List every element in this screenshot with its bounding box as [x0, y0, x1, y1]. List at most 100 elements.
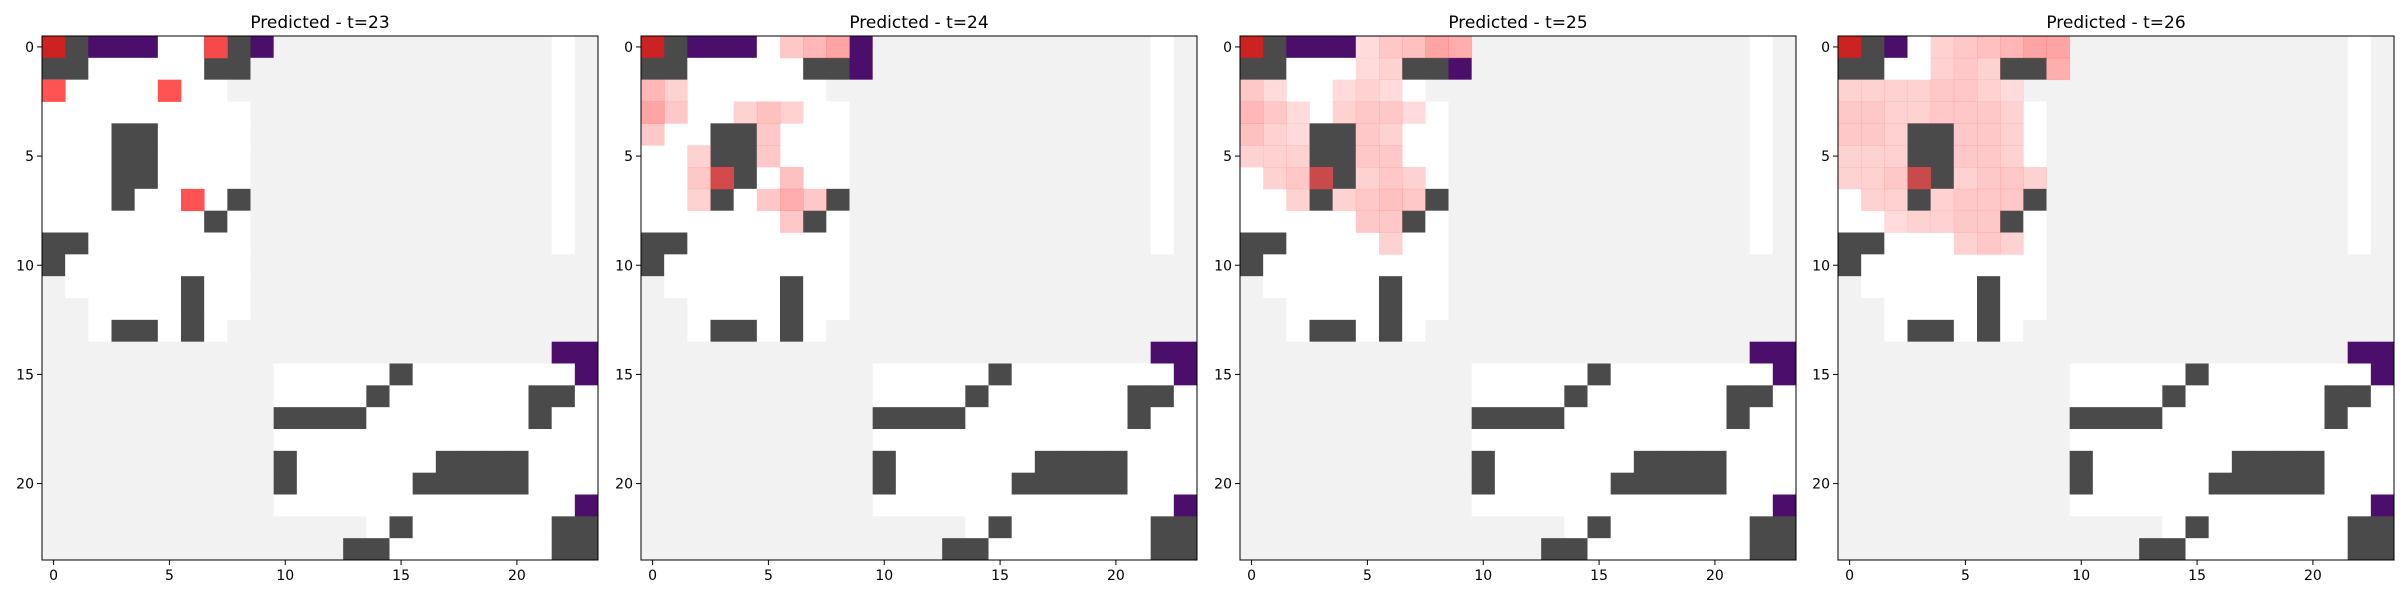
grid-cell	[505, 298, 529, 321]
grid-cell	[204, 472, 228, 495]
grid-cell	[1309, 101, 1334, 124]
grid-cell	[2301, 167, 2325, 190]
grid-cell	[1726, 407, 1751, 430]
x-tick-label: 20	[2304, 568, 2322, 584]
grid-cell	[965, 79, 989, 102]
grid-cell	[2324, 276, 2349, 299]
grid-cell	[1657, 57, 1681, 81]
grid-cell	[664, 363, 688, 386]
grid-cell	[482, 494, 506, 517]
grid-cell	[2185, 145, 2210, 168]
grid-cell	[88, 363, 112, 386]
grid-cell	[2185, 341, 2210, 364]
grid-cell	[1058, 407, 1082, 430]
grid-cell	[2069, 363, 2094, 386]
grid-cell	[1564, 450, 1588, 474]
grid-cell	[1011, 232, 1036, 255]
grid-cell	[1127, 450, 1152, 474]
grid-cell	[227, 363, 251, 386]
grid-cell	[2208, 494, 2233, 517]
grid-cell	[1838, 319, 1862, 343]
grid-cell	[2255, 36, 2279, 59]
grid-cell	[1332, 538, 1357, 561]
grid-cell	[320, 57, 344, 81]
grid-cell	[641, 232, 665, 255]
grid-cell	[2370, 232, 2395, 255]
grid-cell	[227, 232, 251, 255]
grid-cell	[1977, 79, 2001, 102]
grid-cell	[2231, 472, 2256, 495]
grid-cell	[2092, 385, 2117, 408]
grid-cell	[111, 276, 136, 299]
grid-cell	[756, 516, 781, 539]
grid-cell	[1680, 145, 1704, 168]
grid-cell	[2185, 429, 2210, 452]
grid-cell	[1173, 232, 1198, 255]
grid-cell	[412, 429, 437, 452]
grid-cell	[1402, 341, 1426, 364]
grid-cell	[1425, 167, 1449, 190]
grid-cell	[1081, 57, 1105, 81]
grid-cell	[250, 123, 275, 146]
grid-cell	[459, 341, 483, 364]
grid-cell	[1703, 79, 1727, 102]
grid-cell	[505, 167, 529, 190]
grid-cell	[2046, 341, 2071, 364]
grid-cell	[2370, 429, 2395, 452]
grid-cell	[2092, 363, 2117, 386]
grid-cell	[641, 167, 665, 190]
grid-cell	[849, 341, 874, 364]
grid-cell	[2046, 298, 2071, 321]
grid-cell	[710, 276, 735, 299]
grid-cell	[826, 298, 850, 321]
grid-cell	[1332, 276, 1357, 299]
grid-cell	[1286, 167, 1310, 190]
grid-cell	[803, 188, 827, 212]
grid-cell	[1680, 363, 1704, 386]
grid-cell	[2185, 450, 2210, 474]
grid-cell	[1011, 276, 1036, 299]
grid-cell	[574, 145, 599, 168]
grid-cell	[1286, 472, 1310, 495]
grid-cell	[1286, 254, 1310, 277]
grid-cell	[1448, 254, 1473, 277]
grid-cell	[1263, 254, 1287, 277]
grid-cell	[965, 298, 989, 321]
grid-cell	[1379, 538, 1403, 561]
grid-cell	[1425, 341, 1449, 364]
grid-cell	[1977, 450, 2001, 474]
grid-cell	[2370, 472, 2395, 495]
grid-cell	[343, 276, 367, 299]
prediction-cell	[1263, 145, 1287, 168]
grid-cell	[134, 472, 159, 495]
grid-cell	[1564, 407, 1588, 430]
panel-title: Predicted - t=23	[250, 13, 389, 33]
grid-cell	[1058, 36, 1082, 59]
grid-cell	[1838, 232, 1862, 255]
grid-cell	[2116, 407, 2140, 430]
grid-cell	[1726, 79, 1751, 102]
grid-cell	[134, 385, 159, 408]
grid-cell	[389, 123, 414, 146]
grid-cell	[1703, 232, 1727, 255]
grid-cell	[181, 385, 205, 408]
grid-cell	[641, 210, 665, 233]
grid-cell	[389, 407, 414, 430]
grid-cell	[1861, 123, 1885, 146]
grid-cell	[366, 516, 390, 539]
grid-cell	[710, 494, 735, 517]
x-tick-label: 10	[276, 568, 294, 584]
grid-cell	[803, 341, 827, 364]
grid-cell	[1907, 298, 1932, 321]
grid-cell	[482, 167, 506, 190]
grid-cell	[641, 341, 665, 364]
grid-cell	[65, 101, 89, 124]
grid-cell	[733, 450, 758, 474]
grid-cell	[1127, 123, 1152, 146]
grid-cell	[710, 254, 735, 277]
x-tick-label: 10	[1474, 568, 1492, 584]
grid-cell	[2301, 210, 2325, 233]
grid-cell	[2092, 145, 2117, 168]
grid-cell	[895, 79, 920, 102]
grid-cell	[42, 450, 66, 474]
